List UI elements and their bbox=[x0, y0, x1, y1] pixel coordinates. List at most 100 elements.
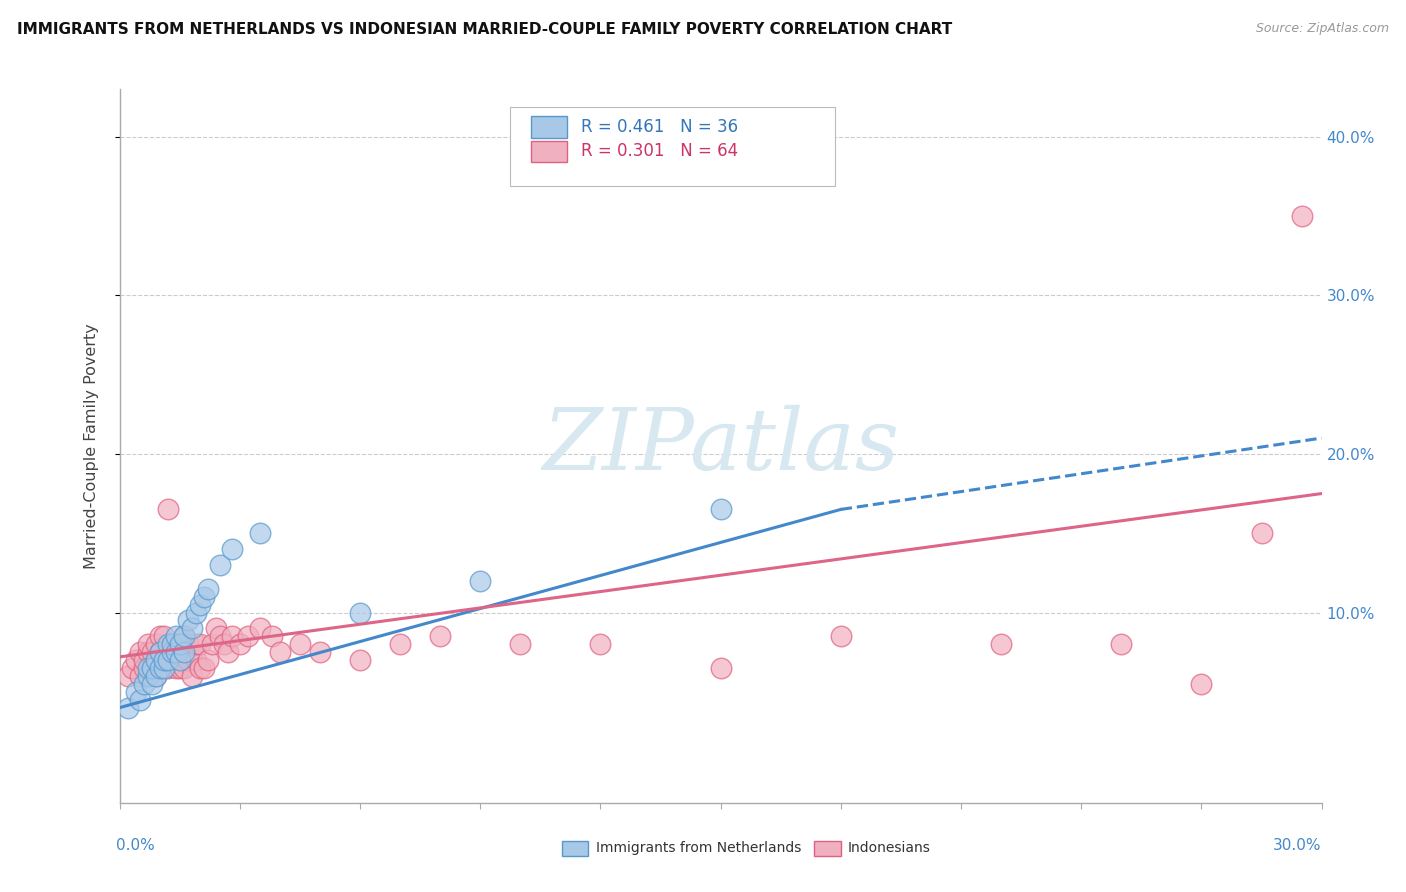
Point bbox=[141, 661, 163, 675]
Point bbox=[228, 637, 252, 651]
Point bbox=[149, 645, 172, 659]
Text: Indonesians: Indonesians bbox=[848, 841, 931, 855]
Point bbox=[156, 645, 179, 659]
Point bbox=[204, 621, 226, 635]
Point bbox=[141, 677, 163, 691]
Point bbox=[217, 645, 239, 659]
Point bbox=[208, 558, 231, 572]
Y-axis label: Married-Couple Family Poverty: Married-Couple Family Poverty bbox=[84, 323, 98, 569]
Point bbox=[149, 661, 172, 675]
Point bbox=[149, 645, 172, 659]
Point bbox=[128, 645, 150, 659]
Point bbox=[193, 590, 215, 604]
Point bbox=[288, 637, 311, 651]
Point bbox=[180, 621, 202, 635]
Point bbox=[249, 526, 271, 541]
Point bbox=[212, 637, 235, 651]
Point bbox=[141, 645, 163, 659]
Point bbox=[145, 653, 167, 667]
Text: 0.0%: 0.0% bbox=[115, 838, 155, 853]
Point bbox=[169, 637, 191, 651]
Point bbox=[269, 645, 291, 659]
Point bbox=[1250, 526, 1272, 541]
Text: R = 0.461   N = 36: R = 0.461 N = 36 bbox=[581, 118, 738, 136]
Point bbox=[709, 502, 731, 516]
Point bbox=[156, 502, 179, 516]
Point bbox=[136, 669, 159, 683]
Point bbox=[169, 661, 191, 675]
Point bbox=[188, 637, 211, 651]
Point bbox=[193, 661, 215, 675]
Point bbox=[309, 645, 332, 659]
Point bbox=[184, 606, 207, 620]
Point bbox=[145, 669, 167, 683]
Point bbox=[152, 653, 174, 667]
Point bbox=[165, 637, 187, 651]
Point bbox=[221, 542, 243, 557]
Point bbox=[173, 629, 195, 643]
Point bbox=[128, 669, 150, 683]
Point bbox=[136, 645, 159, 659]
Point bbox=[169, 653, 191, 667]
Point bbox=[173, 661, 195, 675]
Point bbox=[173, 645, 195, 659]
Text: 30.0%: 30.0% bbox=[1274, 838, 1322, 853]
Point bbox=[221, 629, 243, 643]
Point bbox=[990, 637, 1012, 651]
Point bbox=[149, 629, 172, 643]
Point bbox=[180, 669, 202, 683]
Point bbox=[1111, 637, 1133, 651]
Point bbox=[236, 629, 259, 643]
Point bbox=[184, 637, 207, 651]
Point bbox=[165, 645, 187, 659]
Point bbox=[124, 653, 146, 667]
Point bbox=[188, 598, 211, 612]
Point bbox=[132, 661, 155, 675]
Point bbox=[1291, 209, 1313, 223]
Point bbox=[156, 661, 179, 675]
Point bbox=[160, 645, 183, 659]
Point bbox=[124, 685, 146, 699]
Point bbox=[180, 645, 202, 659]
Point bbox=[197, 582, 219, 596]
Point bbox=[184, 653, 207, 667]
Point bbox=[132, 653, 155, 667]
Text: Immigrants from Netherlands: Immigrants from Netherlands bbox=[596, 841, 801, 855]
FancyBboxPatch shape bbox=[530, 141, 567, 162]
Point bbox=[160, 637, 183, 651]
Point bbox=[128, 692, 150, 706]
Point bbox=[589, 637, 612, 651]
Point bbox=[117, 669, 139, 683]
Point bbox=[509, 637, 531, 651]
Point bbox=[260, 629, 283, 643]
Point bbox=[349, 653, 371, 667]
Text: ZIPatlas: ZIPatlas bbox=[541, 405, 900, 487]
Point bbox=[160, 653, 183, 667]
Point bbox=[145, 669, 167, 683]
Text: IMMIGRANTS FROM NETHERLANDS VS INDONESIAN MARRIED-COUPLE FAMILY POVERTY CORRELAT: IMMIGRANTS FROM NETHERLANDS VS INDONESIA… bbox=[17, 22, 952, 37]
Point bbox=[176, 637, 198, 651]
Point bbox=[156, 637, 179, 651]
Point bbox=[197, 653, 219, 667]
Point bbox=[388, 637, 412, 651]
Point bbox=[429, 629, 451, 643]
Point bbox=[176, 653, 198, 667]
Point bbox=[169, 637, 191, 651]
Point bbox=[1191, 677, 1213, 691]
Point bbox=[188, 661, 211, 675]
Point bbox=[145, 637, 167, 651]
Point bbox=[173, 629, 195, 643]
Point bbox=[160, 637, 183, 651]
Text: R = 0.301   N = 64: R = 0.301 N = 64 bbox=[581, 143, 738, 161]
Point bbox=[152, 661, 174, 675]
Point bbox=[208, 629, 231, 643]
FancyBboxPatch shape bbox=[814, 840, 841, 856]
Point bbox=[136, 661, 159, 675]
Point bbox=[149, 661, 172, 675]
Point bbox=[132, 677, 155, 691]
Point bbox=[121, 661, 143, 675]
Point bbox=[117, 700, 139, 714]
Point bbox=[156, 653, 179, 667]
Point bbox=[141, 661, 163, 675]
Point bbox=[709, 661, 731, 675]
